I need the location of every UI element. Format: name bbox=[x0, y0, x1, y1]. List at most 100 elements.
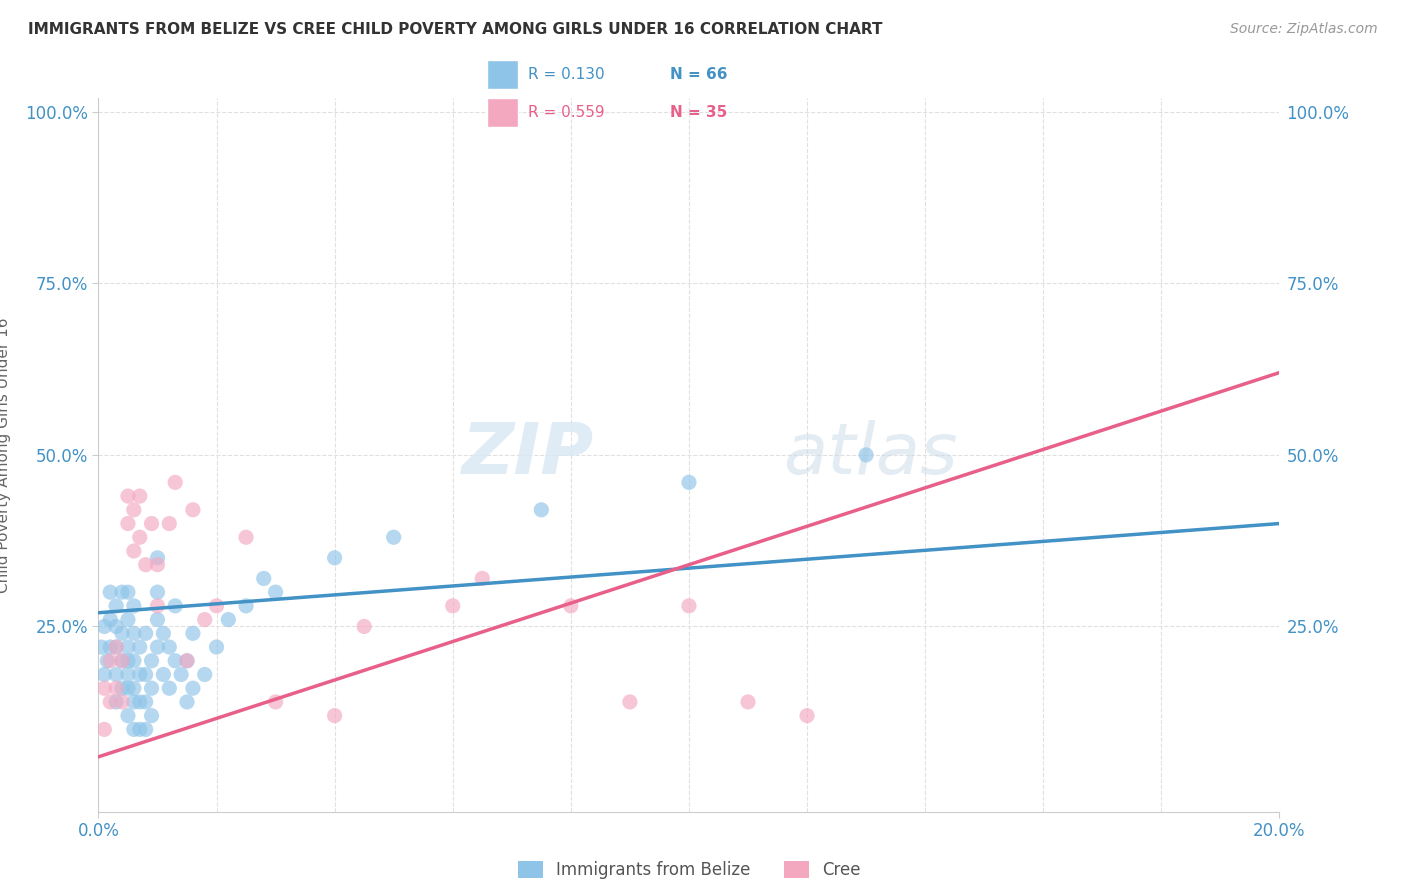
Point bbox=[176, 654, 198, 668]
Point bbox=[117, 681, 139, 696]
Point bbox=[737, 695, 759, 709]
Point bbox=[105, 695, 128, 709]
Point bbox=[181, 681, 204, 696]
Text: IMMIGRANTS FROM BELIZE VS CREE CHILD POVERTY AMONG GIRLS UNDER 16 CORRELATION CH: IMMIGRANTS FROM BELIZE VS CREE CHILD POV… bbox=[28, 22, 883, 37]
Point bbox=[122, 544, 145, 558]
Point bbox=[353, 619, 375, 633]
Point bbox=[111, 681, 134, 696]
Point bbox=[128, 723, 150, 737]
Point bbox=[122, 599, 145, 613]
Text: atlas: atlas bbox=[783, 420, 957, 490]
Text: Source: ZipAtlas.com: Source: ZipAtlas.com bbox=[1230, 22, 1378, 37]
Point bbox=[170, 667, 193, 681]
Point bbox=[253, 571, 276, 585]
Point bbox=[105, 640, 128, 654]
Point bbox=[146, 613, 169, 627]
Point bbox=[117, 708, 139, 723]
Point bbox=[217, 613, 239, 627]
Point bbox=[117, 585, 139, 599]
Bar bbox=[488, 98, 519, 128]
Point bbox=[122, 681, 145, 696]
Bar bbox=[488, 60, 519, 89]
Point bbox=[205, 640, 228, 654]
Point bbox=[98, 695, 121, 709]
Point bbox=[135, 558, 157, 572]
Point bbox=[678, 599, 700, 613]
Point bbox=[235, 530, 257, 544]
Point bbox=[117, 640, 139, 654]
Point bbox=[128, 640, 150, 654]
Point bbox=[323, 708, 346, 723]
Point bbox=[235, 599, 257, 613]
Point bbox=[796, 708, 818, 723]
Point bbox=[181, 503, 204, 517]
Point bbox=[194, 613, 217, 627]
Point bbox=[205, 599, 228, 613]
Point bbox=[117, 613, 139, 627]
Point bbox=[264, 585, 287, 599]
Point bbox=[135, 723, 157, 737]
Point bbox=[176, 654, 198, 668]
Text: R = 0.559: R = 0.559 bbox=[527, 105, 605, 120]
Point bbox=[111, 654, 134, 668]
Point bbox=[441, 599, 464, 613]
Point bbox=[165, 475, 187, 490]
Point bbox=[122, 723, 145, 737]
Point bbox=[93, 619, 115, 633]
Point bbox=[122, 503, 145, 517]
Point bbox=[105, 681, 128, 696]
Point bbox=[117, 667, 139, 681]
Point bbox=[90, 640, 112, 654]
Point bbox=[105, 619, 128, 633]
Point bbox=[194, 667, 217, 681]
Point bbox=[157, 681, 180, 696]
Point bbox=[165, 654, 187, 668]
Point bbox=[323, 550, 346, 565]
Point bbox=[111, 585, 134, 599]
Point bbox=[98, 613, 121, 627]
Point bbox=[146, 558, 169, 572]
Point bbox=[382, 530, 405, 544]
Point bbox=[176, 695, 198, 709]
Point bbox=[128, 695, 150, 709]
Point bbox=[152, 667, 174, 681]
Point bbox=[117, 516, 139, 531]
Point bbox=[96, 654, 118, 668]
Point bbox=[141, 681, 163, 696]
Point bbox=[619, 695, 641, 709]
Point bbox=[181, 626, 204, 640]
Point bbox=[98, 640, 121, 654]
Text: N = 66: N = 66 bbox=[669, 67, 727, 82]
Point bbox=[135, 695, 157, 709]
Text: R = 0.130: R = 0.130 bbox=[527, 67, 605, 82]
Point bbox=[855, 448, 877, 462]
Point bbox=[98, 654, 121, 668]
Point bbox=[105, 640, 128, 654]
Point bbox=[141, 654, 163, 668]
Point bbox=[141, 516, 163, 531]
Point bbox=[264, 695, 287, 709]
Text: ZIP: ZIP bbox=[463, 420, 595, 490]
Text: N = 35: N = 35 bbox=[669, 105, 727, 120]
Point bbox=[141, 708, 163, 723]
Point bbox=[471, 571, 494, 585]
Point bbox=[157, 516, 180, 531]
Point bbox=[93, 667, 115, 681]
Point bbox=[105, 667, 128, 681]
Point bbox=[122, 626, 145, 640]
Point bbox=[111, 626, 134, 640]
Point bbox=[560, 599, 582, 613]
Point bbox=[117, 489, 139, 503]
Point bbox=[117, 654, 139, 668]
Point bbox=[678, 475, 700, 490]
Point bbox=[146, 550, 169, 565]
Point bbox=[122, 695, 145, 709]
Point bbox=[128, 667, 150, 681]
Point bbox=[128, 530, 150, 544]
Legend: Immigrants from Belize, Cree: Immigrants from Belize, Cree bbox=[510, 854, 868, 886]
Point bbox=[152, 626, 174, 640]
Point bbox=[146, 585, 169, 599]
Point bbox=[111, 654, 134, 668]
Y-axis label: Child Poverty Among Girls Under 16: Child Poverty Among Girls Under 16 bbox=[0, 318, 11, 592]
Point bbox=[111, 695, 134, 709]
